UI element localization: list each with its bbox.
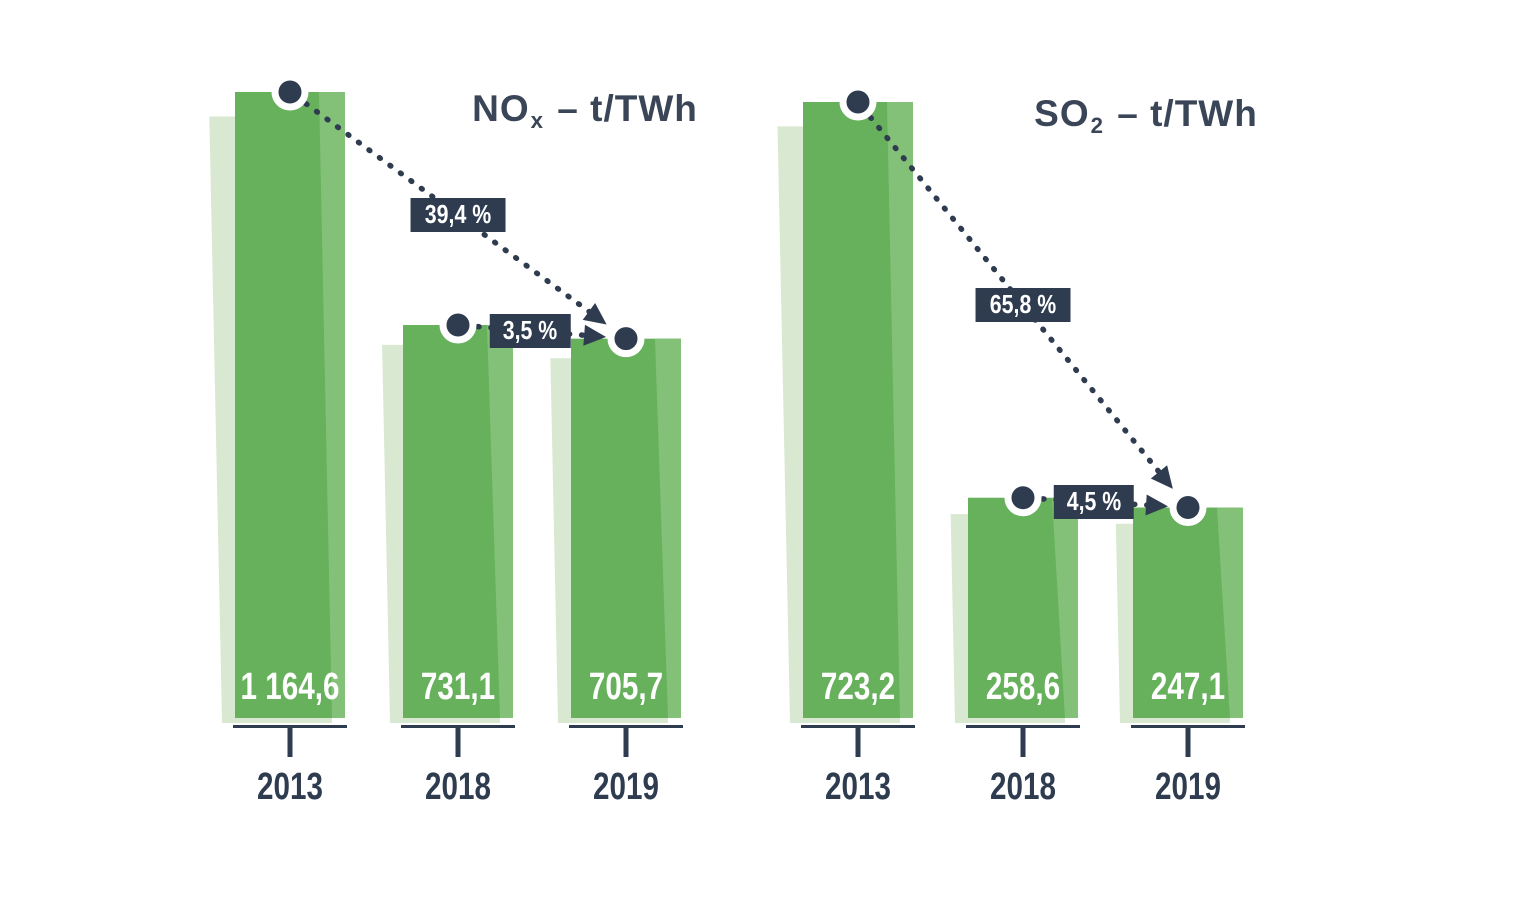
bar-highlight-so2-2013 [887,102,913,718]
trend-arrow-so2-2013-to-2019-head-icon [1150,465,1173,489]
axis-tick-so2-2013 [855,725,861,757]
axis-tick-nox-2013 [287,725,293,757]
axis-tick-nox-2019 [623,725,629,757]
bar-highlight-nox-2018 [487,325,513,718]
axis-tick-so2-2018 [1020,725,1026,757]
data-point-marker-so2-2013 [839,83,877,121]
bar-highlight-so2-2018 [1052,497,1078,718]
data-point-marker-nox-2019 [607,320,645,358]
trend-arrow-nox-2013-to-2019-line [303,101,594,316]
axis-tick-nox-2018 [455,725,461,757]
trend-arrow-nox-2013-to-2019-head-icon [582,302,607,325]
axis-tick-so2-2019 [1185,725,1191,757]
trend-arrow-so2-2018-to-2019-head-icon [1145,494,1169,516]
data-point-marker-so2-2018 [1004,479,1042,517]
trend-arrow-so2-2013-to-2019-line [867,114,1163,477]
bar-highlight-so2-2019 [1217,507,1243,718]
bar-highlight-nox-2019 [655,338,681,718]
data-point-marker-nox-2018 [439,306,477,344]
data-point-marker-nox-2013 [271,73,309,111]
trend-arrow-nox-2018-to-2019-head-icon [583,324,607,346]
bar-highlight-nox-2013 [319,92,345,718]
data-point-marker-so2-2019 [1169,489,1207,527]
